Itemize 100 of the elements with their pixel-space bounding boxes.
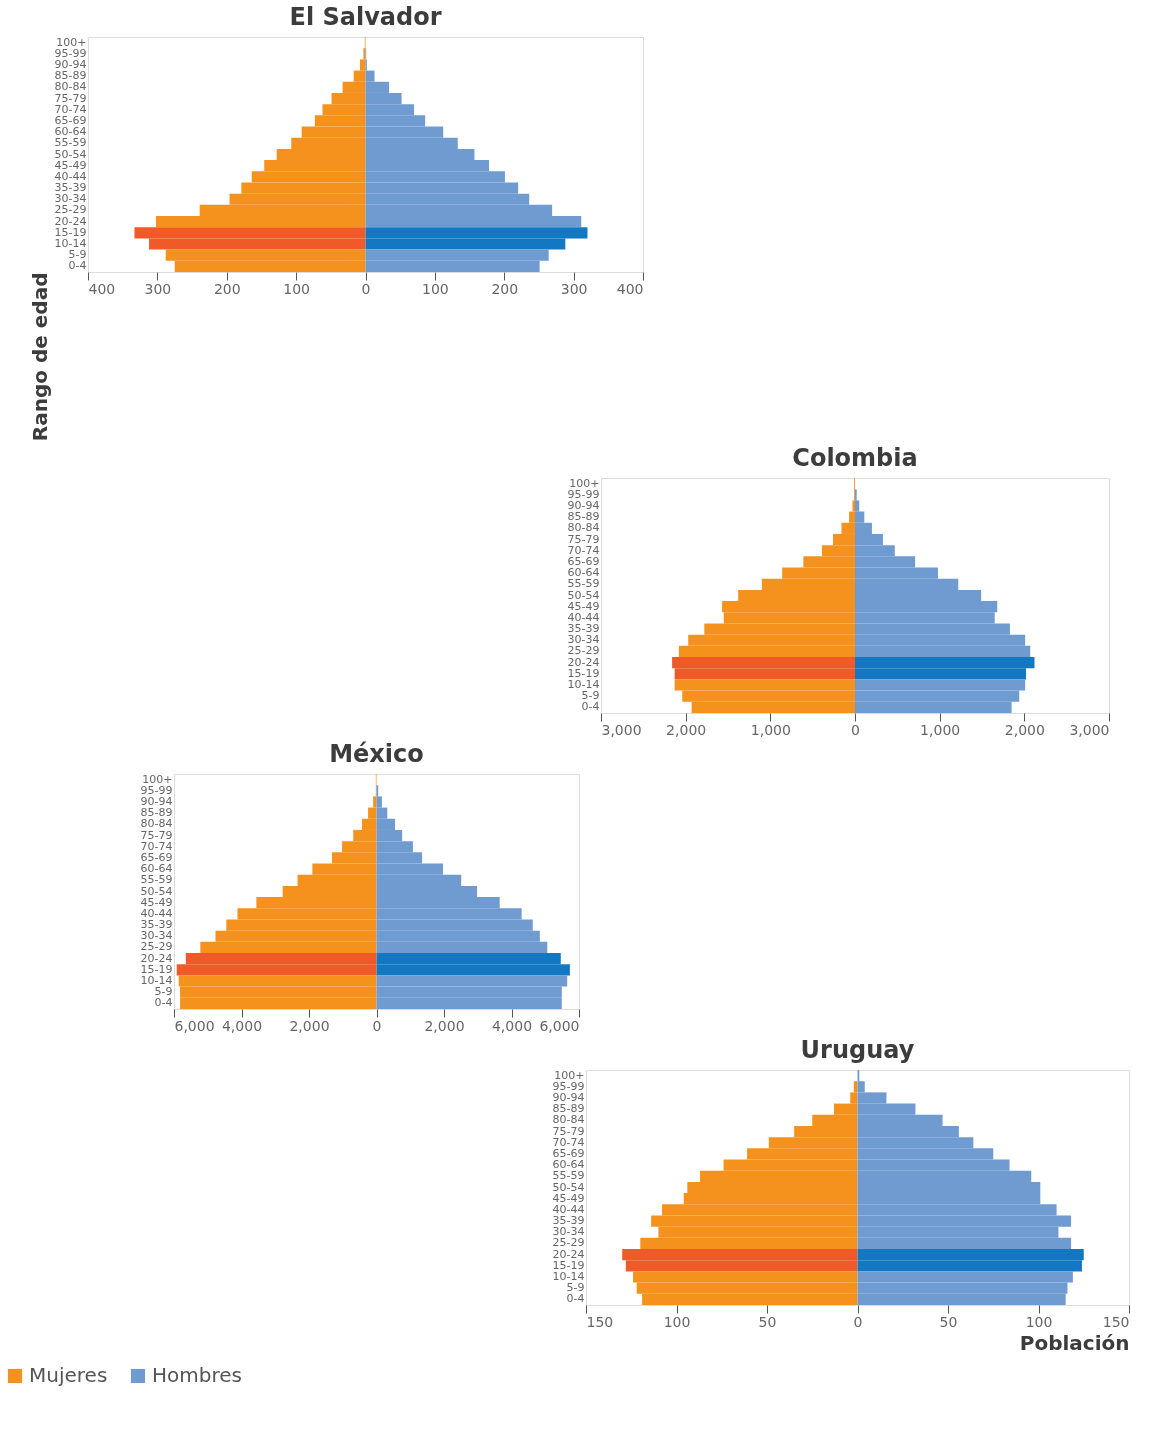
- chart-title: México: [329, 740, 424, 769]
- chart-title: Colombia: [792, 444, 918, 473]
- y-tick-label: 65-69: [552, 1146, 585, 1160]
- y-tick-label: 60-64: [54, 125, 87, 139]
- y-tick-label: 25-29: [140, 940, 173, 954]
- x-tick-label: 50: [758, 1313, 777, 1330]
- y-tick-label: 65-69: [54, 113, 87, 127]
- y-tick-label: 55-59: [54, 136, 87, 150]
- y-tick-label: 55-59: [567, 577, 600, 591]
- y-tick-label: 95-99: [552, 1079, 585, 1093]
- x-tick-label: 100: [1025, 1313, 1053, 1330]
- y-tick-label: 95-99: [140, 783, 173, 797]
- y-tick-label: 20-24: [54, 214, 87, 228]
- y-tick-label: 75-79: [54, 91, 87, 105]
- y-tick-label: 15-19: [54, 225, 87, 239]
- y-tick-label: 40-44: [567, 610, 600, 624]
- x-tick-label: 300: [144, 280, 172, 297]
- y-tick-label: 60-64: [140, 862, 173, 876]
- y-tick-label: 35-39: [140, 918, 173, 932]
- y-tick-label: 80-84: [567, 521, 600, 535]
- y-tick-label: 5-9: [566, 1281, 585, 1295]
- y-tick-label: 40-44: [552, 1202, 585, 1216]
- y-tick-label: 55-59: [140, 873, 173, 887]
- y-tick-label: 95-99: [54, 46, 87, 60]
- y-tick-label: 10-14: [552, 1270, 585, 1284]
- legend-label: Mujeres: [29, 1363, 108, 1387]
- y-axis-title: Rango de edad: [27, 272, 52, 442]
- y-tick-label: 80-84: [140, 817, 173, 831]
- x-tick-label: 1,000: [750, 721, 791, 738]
- y-tick-label: 30-34: [552, 1225, 585, 1239]
- y-tick-label: 45-49: [567, 599, 600, 613]
- y-tick-label: 45-49: [552, 1191, 585, 1205]
- x-tick-label: 3,000: [601, 721, 642, 738]
- x-tick-label: 2,000: [666, 721, 707, 738]
- y-tick-label: 55-59: [552, 1169, 585, 1183]
- y-tick-label: 50-54: [54, 147, 87, 161]
- x-tick-label: 100: [422, 280, 449, 297]
- y-tick-label: 45-49: [140, 895, 173, 909]
- y-tick-label: 100+: [554, 1068, 585, 1082]
- y-tick-label: 40-44: [54, 169, 87, 183]
- legend-label: Hombres: [152, 1363, 242, 1387]
- x-tick-label: 0: [361, 280, 371, 297]
- y-tick-label: 10-14: [54, 237, 87, 251]
- y-tick-label: 70-74: [140, 839, 173, 853]
- y-tick-label: 85-89: [140, 806, 173, 820]
- y-tick-label: 30-34: [140, 929, 173, 943]
- y-tick-label: 35-39: [567, 622, 600, 636]
- x-tick-label: 400: [616, 280, 644, 297]
- x-tick-label: 200: [491, 280, 519, 297]
- y-tick-label: 0-4: [581, 700, 600, 714]
- y-tick-label: 90-94: [567, 498, 600, 512]
- y-tick-label: 15-19: [567, 666, 600, 680]
- y-tick-label: 85-89: [54, 69, 87, 83]
- x-tick-label: 4,000: [221, 1017, 263, 1034]
- y-tick-label: 75-79: [140, 828, 173, 842]
- y-tick-label: 30-34: [567, 633, 600, 647]
- x-tick-label: 100: [283, 280, 310, 297]
- y-tick-label: 85-89: [567, 510, 600, 524]
- y-tick-label: 50-54: [140, 884, 173, 898]
- y-tick-label: 5-9: [68, 248, 87, 262]
- x-tick-label: 100: [663, 1313, 691, 1330]
- y-tick-label: 90-94: [54, 57, 87, 71]
- y-tick-label: 35-39: [54, 181, 87, 195]
- x-axis-title: Población: [1019, 1330, 1130, 1355]
- y-tick-label: 90-94: [140, 794, 173, 808]
- y-tick-label: 70-74: [54, 102, 87, 116]
- y-tick-label: 20-24: [552, 1247, 585, 1261]
- x-tick-label: 1,000: [920, 721, 961, 738]
- x-tick-label: 4,000: [491, 1017, 533, 1034]
- y-tick-label: 0-4: [154, 996, 173, 1010]
- x-tick-label: 150: [586, 1313, 614, 1330]
- x-tick-label: 200: [213, 280, 241, 297]
- y-tick-label: 70-74: [552, 1135, 585, 1149]
- y-tick-label: 40-44: [140, 906, 173, 920]
- y-tick-label: 100+: [142, 772, 173, 786]
- y-tick-label: 50-54: [552, 1180, 585, 1194]
- x-tick-label: 150: [1102, 1313, 1130, 1330]
- y-tick-label: 95-99: [567, 487, 600, 501]
- y-tick-label: 70-74: [567, 543, 600, 557]
- y-tick-label: 20-24: [140, 951, 173, 965]
- x-tick-label: 2,000: [1004, 721, 1045, 738]
- y-tick-label: 80-84: [552, 1113, 585, 1127]
- y-tick-label: 45-49: [54, 158, 87, 172]
- x-tick-label: 400: [88, 280, 116, 297]
- y-tick-label: 65-69: [567, 554, 600, 568]
- x-tick-label: 2,000: [424, 1017, 465, 1034]
- y-tick-label: 0-4: [68, 259, 87, 273]
- x-tick-label: 6,000: [539, 1017, 580, 1034]
- y-tick-label: 10-14: [567, 678, 600, 692]
- y-tick-label: 100+: [569, 476, 600, 490]
- y-tick-label: 100+: [56, 35, 87, 49]
- y-tick-label: 25-29: [552, 1236, 585, 1250]
- chart-title: Uruguay: [800, 1036, 915, 1065]
- y-tick-label: 60-64: [552, 1158, 585, 1172]
- x-tick-label: 300: [560, 280, 588, 297]
- y-tick-label: 15-19: [552, 1258, 585, 1272]
- y-tick-label: 60-64: [567, 566, 600, 580]
- y-tick-label: 85-89: [552, 1102, 585, 1116]
- x-tick-label: 6,000: [174, 1017, 215, 1034]
- y-tick-label: 50-54: [567, 588, 600, 602]
